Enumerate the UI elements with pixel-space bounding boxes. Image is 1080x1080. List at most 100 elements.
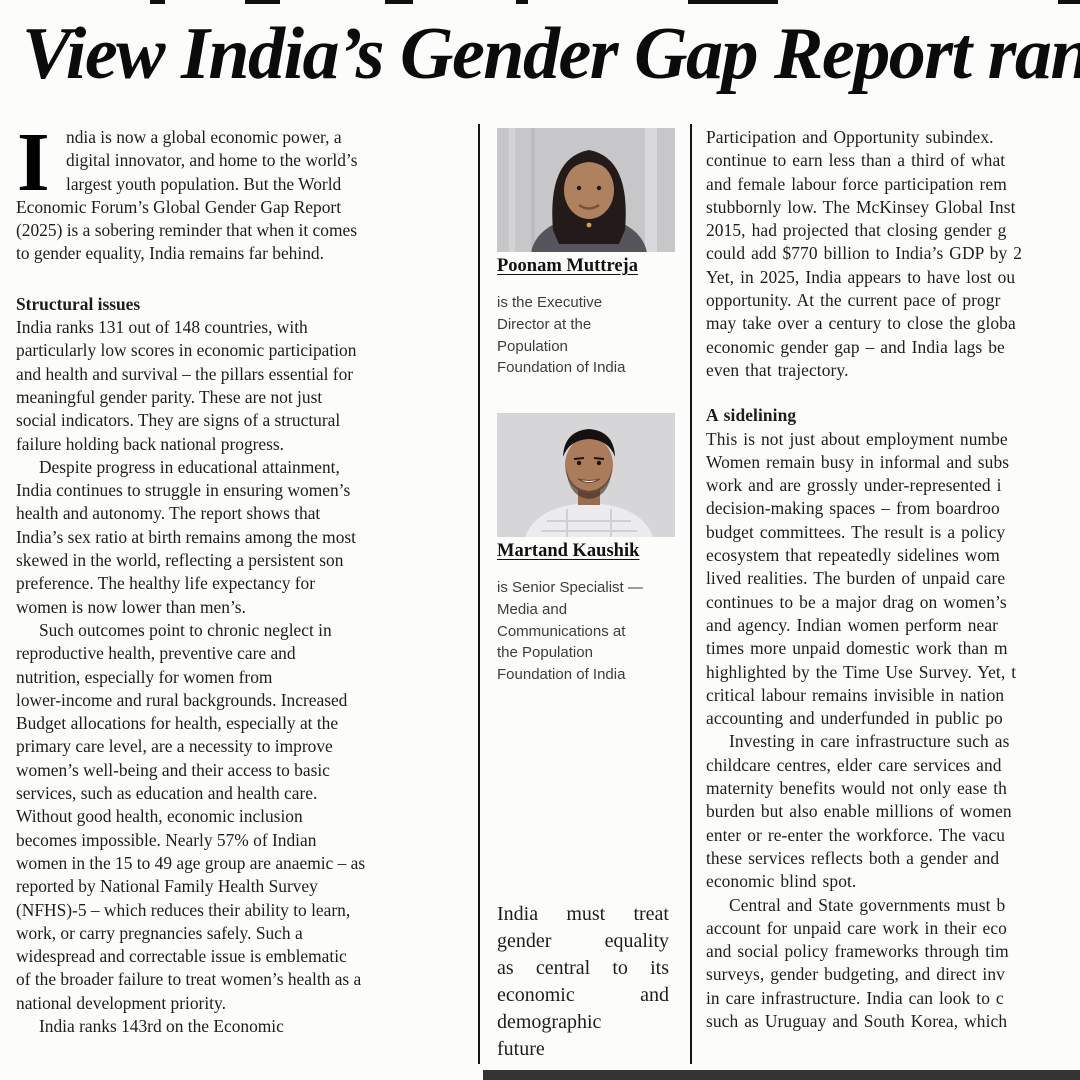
bio-line: Media and [497,600,568,618]
pull-quote-line: demographic [497,1011,602,1033]
text-line: critical labour remains invisible in nat… [706,684,1005,705]
bio-line: Foundation of India [497,666,626,684]
bio-line: is Senior Specialist — [497,579,643,596]
crop-artifact-bar [483,1070,1080,1080]
text-line: Yet, in 2025, India appears to have lost… [706,266,1016,287]
text-line: Participation and Opportunity subindex. [706,127,994,147]
text-line: decision-making spaces – from boardroo [706,498,1000,519]
text-line: particularly low scores in economic part… [16,340,357,361]
bio-line: Foundation of India [497,359,626,377]
text-line: skewed in the world, reflecting a persis… [16,550,344,571]
text-line: and female labour force participation re… [706,173,1007,194]
pull-quote-line: gender equality [497,930,669,952]
text-line: and health and survival – the pillars es… [16,363,354,384]
text-line: India ranks 131 out of 148 countries, wi… [16,317,308,338]
pull-quote: India must treat gender equality as centra… [497,901,669,1063]
text-line: Such outcomes point to chronic neglect i… [39,619,332,640]
column-divider [690,124,692,1064]
text-line: Budget allocations for health, especiall… [16,713,339,734]
text-line: times more unpaid domestic work than m [706,638,1008,659]
text-line: A sidelining [706,405,797,426]
text-line: failure holding back national progress. [16,433,285,454]
woman-portrait-illustration [497,128,675,252]
text-line: women’s well-being and their access to b… [16,759,330,780]
text-line: of the broader failure to treat women’s … [16,969,362,990]
text-line: Structural issues [16,293,141,314]
text-line: Economic Forum’s Global Gender Gap Repor… [16,196,342,217]
text-line: may take over a century to close the glo… [706,313,1016,334]
text-line: preference. The healthy life expectancy … [16,573,316,594]
text-line: digital innovator, and home to the world… [66,150,358,171]
text-line: largest youth population. But the World [66,173,342,194]
text-line: in care infrastructure. India can look t… [706,987,1004,1008]
text-line: social indicators. They are signs of a s… [16,410,341,431]
text-line: stubbornly low. The McKinsey Global Inst [706,196,1016,217]
crop-artifact-dash [385,0,413,4]
text-line: widespread and correctable issue is embl… [16,946,347,967]
author-photo-martand-kaushik [497,413,675,537]
text-line: burden but also enable millions of women [706,801,1012,822]
author-photo-poonam-muttreja [497,128,675,252]
text-line: lived realities. The burden of unpaid ca… [706,568,1006,589]
text-line: ndia is now a global economic power, a [66,127,342,147]
crop-artifact-dash [516,0,528,4]
author-name-link[interactable]: Martand Kaushik [497,541,640,561]
text-line: could add $770 billion to India’s GDP by… [706,243,1023,264]
pull-quote-line: as central to its [497,957,669,979]
text-line: work and are grossly under-represented i [706,475,1002,496]
text-line: reported by National Family Health Surve… [16,876,318,897]
text-line: national development priority. [16,992,226,1013]
author-name-link[interactable]: Poonam Muttreja [497,256,638,276]
text-line: even that trajectory. [706,359,849,380]
text-line: women is now lower than men’s. [16,596,246,617]
bio-line: Communications at [497,622,626,640]
text-line: and social policy frameworks through tim [706,941,1009,962]
text-line: Investing in care infrastructure such as [729,731,1010,752]
author-bio: is Senior Specialist — Media and Communica… [497,577,682,686]
text-line: continue to earn less than a third of wh… [706,150,1006,171]
bio-line: the Population [497,644,593,662]
text-line: account for unpaid care work in their ec… [706,917,1007,938]
text-line: 2015, had projected that closing gender … [706,220,1007,241]
text-line: surveys, gender budgeting, and direct in… [706,964,1005,985]
text-line: Central and State governments must b [729,894,1006,915]
text-line: work, or carry pregnancies safely. Such … [16,922,303,943]
text-line: women in the 15 to 49 age group are anae… [16,852,366,873]
crop-artifact-dash [688,0,778,4]
text-line: health and autonomy. The report shows th… [16,503,321,524]
text-line: and agency. Indian women perform near [706,614,999,635]
text-line: (2025) is a sobering reminder that when … [16,220,357,241]
text-line: primary care level, are a necessity to i… [16,736,333,757]
text-line: reproductive health, preventive care and [16,643,296,664]
text-line: childcare centres, elder care services a… [706,754,1002,775]
text-line: these services reflects both a gender an… [706,847,1000,868]
bio-line: Director at the [497,315,592,333]
author-bio: is the Executive Director at the Populatio… [497,292,682,379]
text-line: such as Uruguay and South Korea, which [706,1010,1008,1031]
article-headline: View India’s Gender Gap Report ran [22,13,1080,95]
bio-line: is the Executive [497,294,603,311]
text-line: economic gender gap – and India lags be [706,336,1005,357]
text-line: highlighted by the Time Use Survey. Yet,… [706,661,1017,682]
text-line: enter or re-enter the workforce. The vac… [706,824,1006,845]
article-column-right: Participation and Opportunity subindex. c… [706,126,1080,1033]
text-line: India ranks 143rd on the Economic [39,1015,284,1036]
text-line: lower-income and rural backgrounds. Incr… [16,689,348,710]
crop-artifact-dash [1058,0,1080,4]
text-line: This is not just about employment numbe [706,428,1008,449]
text-line: continues to be a major drag on women’s [706,591,1007,612]
pull-quote-line: India must treat [497,903,669,925]
text-line: economic blind spot. [706,871,857,892]
text-line: ecosystem that repeatedly sidelines wom [706,545,1000,566]
text-line: opportunity. At the current pace of prog… [706,290,1001,311]
text-line: India’s sex ratio at birth remains among… [16,526,357,547]
text-line: accounting and underfunded in public po [706,708,1003,729]
text-line: budget committees. The result is a polic… [706,521,1006,542]
pull-quote-line: economic and [497,984,669,1006]
text-line: services, such as education and health c… [16,783,318,804]
text-line: meaningful gender parity. These are not … [16,386,323,407]
text-line: becomes impossible. Nearly 57% of Indian [16,829,317,850]
man-portrait-illustration [497,413,675,537]
column-divider [478,124,480,1064]
crop-artifact-dash [150,0,165,4]
